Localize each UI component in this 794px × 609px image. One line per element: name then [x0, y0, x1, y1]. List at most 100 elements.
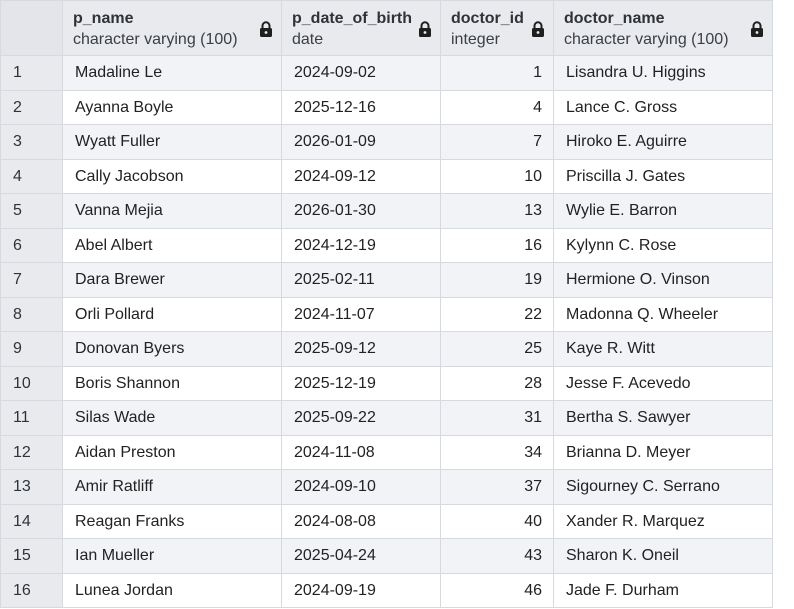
cell-p-name[interactable]: Aidan Preston [62, 434, 282, 470]
row-number-cell[interactable]: 2 [0, 89, 63, 125]
table-row[interactable]: 4 Cally Jacobson 2024-09-12 10 Priscilla J. … [0, 158, 773, 194]
table-row[interactable]: 12 Aidan Preston 2024-11-08 34 Brianna D. Me… [0, 434, 773, 470]
cell-doctor-name[interactable]: Sigourney C. Serrano [553, 469, 773, 505]
cell-p-name[interactable]: Madaline Le [62, 55, 282, 91]
cell-doctor-name[interactable]: Bertha S. Sawyer [553, 400, 773, 436]
column-header-doctor-id[interactable]: doctor_id integer [440, 0, 554, 56]
cell-p-name[interactable]: Cally Jacobson [62, 158, 282, 194]
cell-doctor-id[interactable]: 1 [440, 55, 554, 91]
row-number-cell[interactable]: 10 [0, 365, 63, 401]
cell-doctor-id[interactable]: 7 [440, 124, 554, 160]
cell-doctor-name[interactable]: Lance C. Gross [553, 89, 773, 125]
table-row[interactable]: 15 Ian Mueller 2025-04-24 43 Sharon K. Oneil [0, 538, 773, 574]
cell-p-name[interactable]: Abel Albert [62, 227, 282, 263]
cell-p-date-of-birth[interactable]: 2025-09-12 [281, 331, 441, 367]
cell-p-date-of-birth[interactable]: 2025-12-16 [281, 89, 441, 125]
cell-doctor-name[interactable]: Brianna D. Meyer [553, 434, 773, 470]
cell-doctor-id[interactable]: 16 [440, 227, 554, 263]
cell-doctor-name[interactable]: Priscilla J. Gates [553, 158, 773, 194]
cell-doctor-id[interactable]: 22 [440, 296, 554, 332]
cell-doctor-name[interactable]: Hiroko E. Aguirre [553, 124, 773, 160]
row-number-cell[interactable]: 4 [0, 158, 63, 194]
row-number-cell[interactable]: 16 [0, 572, 63, 608]
cell-p-date-of-birth[interactable]: 2025-04-24 [281, 538, 441, 574]
cell-p-date-of-birth[interactable]: 2024-11-07 [281, 296, 441, 332]
cell-doctor-name[interactable]: Hermione O. Vinson [553, 262, 773, 298]
cell-doctor-id[interactable]: 4 [440, 89, 554, 125]
row-number-cell[interactable]: 13 [0, 469, 63, 505]
cell-doctor-name[interactable]: Xander R. Marquez [553, 503, 773, 539]
cell-p-date-of-birth[interactable]: 2024-09-10 [281, 469, 441, 505]
row-number-cell[interactable]: 11 [0, 400, 63, 436]
cell-doctor-name[interactable]: Lisandra U. Higgins [553, 55, 773, 91]
row-number-cell[interactable]: 8 [0, 296, 63, 332]
table-row[interactable]: 1 Madaline Le 2024-09-02 1 Lisandra U. Higgi… [0, 55, 773, 91]
cell-doctor-id[interactable]: 43 [440, 538, 554, 574]
cell-p-name[interactable]: Amir Ratliff [62, 469, 282, 505]
cell-p-name[interactable]: Boris Shannon [62, 365, 282, 401]
cell-p-date-of-birth[interactable]: 2024-09-19 [281, 572, 441, 608]
row-number-cell[interactable]: 12 [0, 434, 63, 470]
cell-doctor-id[interactable]: 40 [440, 503, 554, 539]
row-number-cell[interactable]: 14 [0, 503, 63, 539]
corner-cell[interactable] [0, 0, 63, 56]
cell-p-name[interactable]: Wyatt Fuller [62, 124, 282, 160]
cell-p-date-of-birth[interactable]: 2024-11-08 [281, 434, 441, 470]
row-number-cell[interactable]: 1 [0, 55, 63, 91]
cell-doctor-id[interactable]: 10 [440, 158, 554, 194]
table-row[interactable]: 6 Abel Albert 2024-12-19 16 Kylynn C. Rose [0, 227, 773, 263]
cell-doctor-name[interactable]: Jade F. Durham [553, 572, 773, 608]
row-number-cell[interactable]: 6 [0, 227, 63, 263]
table-row[interactable]: 7 Dara Brewer 2025-02-11 19 Hermione O. Vins… [0, 262, 773, 298]
cell-doctor-name[interactable]: Sharon K. Oneil [553, 538, 773, 574]
column-header-doctor-name[interactable]: doctor_name character varying (100) [553, 0, 773, 56]
cell-doctor-id[interactable]: 28 [440, 365, 554, 401]
cell-doctor-id[interactable]: 46 [440, 572, 554, 608]
table-row[interactable]: 14 Reagan Franks 2024-08-08 40 Xander R. Mar… [0, 503, 773, 539]
cell-p-name[interactable]: Vanna Mejia [62, 193, 282, 229]
row-number-cell[interactable]: 5 [0, 193, 63, 229]
cell-doctor-name[interactable]: Kaye R. Witt [553, 331, 773, 367]
cell-p-name[interactable]: Silas Wade [62, 400, 282, 436]
table-row[interactable]: 5 Vanna Mejia 2026-01-30 13 Wylie E. Barron [0, 193, 773, 229]
row-number-cell[interactable]: 3 [0, 124, 63, 160]
cell-p-date-of-birth[interactable]: 2024-12-19 [281, 227, 441, 263]
cell-doctor-name[interactable]: Jesse F. Acevedo [553, 365, 773, 401]
cell-p-date-of-birth[interactable]: 2024-09-12 [281, 158, 441, 194]
table-row[interactable]: 9 Donovan Byers 2025-09-12 25 Kaye R. Witt [0, 331, 773, 367]
cell-doctor-id[interactable]: 34 [440, 434, 554, 470]
cell-p-date-of-birth[interactable]: 2025-09-22 [281, 400, 441, 436]
column-header-p-date-of-birth[interactable]: p_date_of_birth date [281, 0, 441, 56]
table-row[interactable]: 11 Silas Wade 2025-09-22 31 Bertha S. Sawyer [0, 400, 773, 436]
cell-doctor-id[interactable]: 13 [440, 193, 554, 229]
cell-p-date-of-birth[interactable]: 2024-08-08 [281, 503, 441, 539]
cell-p-name[interactable]: Reagan Franks [62, 503, 282, 539]
table-row[interactable]: 3 Wyatt Fuller 2026-01-09 7 Hiroko E. Aguirr… [0, 124, 773, 160]
row-number-cell[interactable]: 7 [0, 262, 63, 298]
table-row[interactable]: 16 Lunea Jordan 2024-09-19 46 Jade F. Durham [0, 572, 773, 608]
cell-doctor-id[interactable]: 31 [440, 400, 554, 436]
cell-doctor-id[interactable]: 37 [440, 469, 554, 505]
cell-doctor-name[interactable]: Madonna Q. Wheeler [553, 296, 773, 332]
cell-doctor-name[interactable]: Wylie E. Barron [553, 193, 773, 229]
cell-doctor-id[interactable]: 25 [440, 331, 554, 367]
cell-p-date-of-birth[interactable]: 2025-12-19 [281, 365, 441, 401]
cell-p-name[interactable]: Orli Pollard [62, 296, 282, 332]
cell-p-name[interactable]: Ian Mueller [62, 538, 282, 574]
cell-p-name[interactable]: Ayanna Boyle [62, 89, 282, 125]
cell-p-date-of-birth[interactable]: 2025-02-11 [281, 262, 441, 298]
row-number-cell[interactable]: 15 [0, 538, 63, 574]
cell-p-name[interactable]: Lunea Jordan [62, 572, 282, 608]
cell-p-name[interactable]: Donovan Byers [62, 331, 282, 367]
table-row[interactable]: 2 Ayanna Boyle 2025-12-16 4 Lance C. Gross [0, 89, 773, 125]
column-header-p-name[interactable]: p_name character varying (100) [62, 0, 282, 56]
cell-doctor-id[interactable]: 19 [440, 262, 554, 298]
cell-p-date-of-birth[interactable]: 2026-01-30 [281, 193, 441, 229]
table-row[interactable]: 13 Amir Ratliff 2024-09-10 37 Sigourney C. S… [0, 469, 773, 505]
cell-doctor-name[interactable]: Kylynn C. Rose [553, 227, 773, 263]
cell-p-date-of-birth[interactable]: 2026-01-09 [281, 124, 441, 160]
cell-p-date-of-birth[interactable]: 2024-09-02 [281, 55, 441, 91]
table-row[interactable]: 8 Orli Pollard 2024-11-07 22 Madonna Q. Whee… [0, 296, 773, 332]
cell-p-name[interactable]: Dara Brewer [62, 262, 282, 298]
row-number-cell[interactable]: 9 [0, 331, 63, 367]
